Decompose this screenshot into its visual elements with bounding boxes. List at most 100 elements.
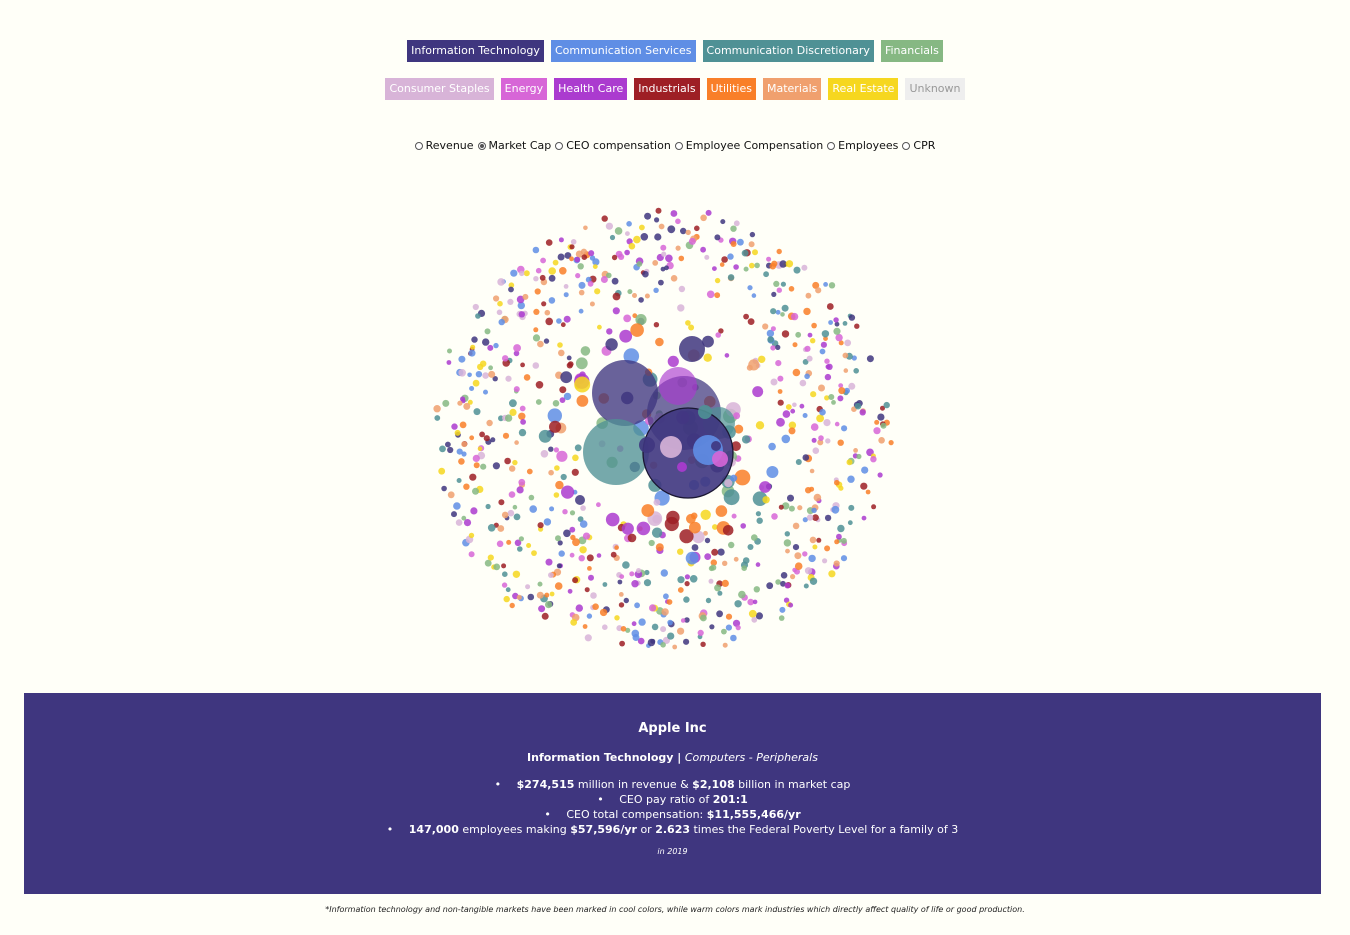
company-bubble[interactable] bbox=[625, 231, 630, 236]
company-bubble[interactable] bbox=[712, 524, 718, 530]
company-bubble[interactable] bbox=[513, 344, 521, 352]
company-bubble[interactable] bbox=[692, 530, 705, 544]
company-bubble[interactable] bbox=[834, 539, 840, 545]
company-bubble[interactable] bbox=[469, 386, 475, 391]
company-bubble[interactable] bbox=[812, 544, 818, 550]
company-bubble[interactable] bbox=[730, 241, 737, 247]
company-bubble[interactable] bbox=[660, 436, 682, 458]
company-bubble[interactable] bbox=[649, 604, 657, 612]
company-bubble[interactable] bbox=[813, 493, 822, 502]
company-bubble[interactable] bbox=[806, 514, 814, 521]
company-bubble[interactable] bbox=[548, 469, 554, 476]
company-bubble[interactable] bbox=[751, 293, 757, 298]
company-bubble[interactable] bbox=[583, 225, 588, 231]
company-bubble[interactable] bbox=[487, 344, 494, 351]
company-bubble[interactable] bbox=[548, 274, 556, 282]
company-bubble[interactable] bbox=[747, 598, 754, 606]
company-bubble[interactable] bbox=[451, 511, 457, 518]
company-bubble[interactable] bbox=[582, 532, 591, 540]
company-bubble[interactable] bbox=[705, 597, 712, 604]
company-bubble[interactable] bbox=[602, 582, 608, 587]
company-bubble[interactable] bbox=[485, 503, 491, 510]
company-bubble[interactable] bbox=[781, 304, 789, 312]
company-bubble[interactable] bbox=[578, 281, 586, 289]
company-bubble[interactable] bbox=[518, 311, 525, 318]
company-bubble[interactable] bbox=[630, 323, 644, 337]
company-bubble[interactable] bbox=[704, 537, 711, 544]
company-bubble[interactable] bbox=[825, 438, 831, 444]
company-bubble[interactable] bbox=[728, 541, 735, 549]
company-bubble[interactable] bbox=[614, 615, 620, 621]
company-bubble[interactable] bbox=[778, 504, 784, 510]
company-bubble[interactable] bbox=[509, 465, 516, 472]
company-bubble[interactable] bbox=[475, 313, 481, 319]
company-bubble[interactable] bbox=[748, 609, 757, 618]
company-bubble[interactable] bbox=[803, 583, 809, 589]
company-bubble[interactable] bbox=[734, 600, 742, 608]
company-bubble[interactable] bbox=[816, 414, 824, 423]
company-bubble[interactable] bbox=[641, 504, 655, 517]
company-bubble[interactable] bbox=[665, 254, 673, 263]
company-bubble[interactable] bbox=[472, 454, 480, 462]
company-bubble[interactable] bbox=[851, 355, 857, 361]
company-bubble[interactable] bbox=[532, 334, 541, 342]
company-bubble[interactable] bbox=[768, 442, 776, 451]
company-bubble[interactable] bbox=[794, 552, 802, 560]
company-bubble[interactable] bbox=[517, 546, 523, 552]
company-bubble[interactable] bbox=[533, 276, 539, 282]
company-bubble[interactable] bbox=[709, 624, 715, 630]
company-bubble[interactable] bbox=[680, 227, 687, 235]
company-bubble[interactable] bbox=[505, 375, 512, 382]
company-bubble[interactable] bbox=[617, 579, 623, 585]
company-bubble[interactable] bbox=[584, 587, 590, 593]
company-bubble[interactable] bbox=[609, 234, 616, 241]
company-bubble[interactable] bbox=[560, 322, 566, 328]
metric-option-cpr[interactable]: CPR bbox=[902, 139, 935, 152]
company-bubble[interactable] bbox=[877, 472, 883, 478]
company-bubble-chart[interactable] bbox=[425, 205, 900, 665]
company-bubble[interactable] bbox=[627, 533, 637, 543]
company-bubble[interactable] bbox=[860, 482, 868, 490]
company-bubble[interactable] bbox=[497, 525, 505, 532]
company-bubble[interactable] bbox=[727, 253, 734, 260]
company-bubble[interactable] bbox=[834, 421, 840, 427]
company-bubble[interactable] bbox=[636, 521, 651, 536]
company-bubble[interactable] bbox=[468, 551, 475, 558]
company-bubble[interactable] bbox=[536, 591, 544, 599]
company-bubble[interactable] bbox=[537, 522, 544, 529]
company-bubble[interactable] bbox=[870, 456, 877, 463]
company-bubble[interactable] bbox=[828, 570, 836, 578]
company-bubble[interactable] bbox=[626, 221, 632, 227]
legend-energy[interactable]: Energy bbox=[500, 78, 548, 100]
company-bubble[interactable] bbox=[703, 353, 712, 362]
company-bubble[interactable] bbox=[766, 256, 772, 262]
company-bubble[interactable] bbox=[611, 254, 618, 261]
company-bubble[interactable] bbox=[562, 509, 568, 515]
company-bubble[interactable] bbox=[831, 400, 836, 405]
company-bubble[interactable] bbox=[545, 601, 553, 609]
company-bubble[interactable] bbox=[667, 619, 673, 626]
company-bubble[interactable] bbox=[660, 642, 666, 648]
company-bubble[interactable] bbox=[579, 520, 588, 528]
company-bubble[interactable] bbox=[559, 267, 567, 275]
company-bubble[interactable] bbox=[683, 596, 690, 603]
company-bubble[interactable] bbox=[824, 373, 832, 381]
company-bubble[interactable] bbox=[848, 382, 856, 390]
company-bubble[interactable] bbox=[741, 565, 747, 571]
company-bubble[interactable] bbox=[496, 309, 503, 316]
company-bubble[interactable] bbox=[712, 451, 728, 467]
company-bubble[interactable] bbox=[559, 386, 567, 394]
company-bubble[interactable] bbox=[700, 509, 711, 520]
large-company-bubble[interactable] bbox=[583, 419, 649, 485]
company-bubble[interactable] bbox=[733, 264, 739, 270]
company-bubble[interactable] bbox=[703, 530, 708, 536]
company-bubble[interactable] bbox=[533, 308, 540, 315]
company-bubble[interactable] bbox=[805, 292, 812, 299]
employees-radio[interactable] bbox=[827, 141, 836, 150]
company-bubble[interactable] bbox=[790, 312, 799, 321]
company-bubble[interactable] bbox=[508, 491, 516, 498]
company-bubble[interactable] bbox=[576, 395, 589, 407]
company-bubble[interactable] bbox=[655, 337, 664, 347]
company-bubble[interactable] bbox=[467, 372, 472, 378]
company-bubble[interactable] bbox=[763, 271, 769, 278]
